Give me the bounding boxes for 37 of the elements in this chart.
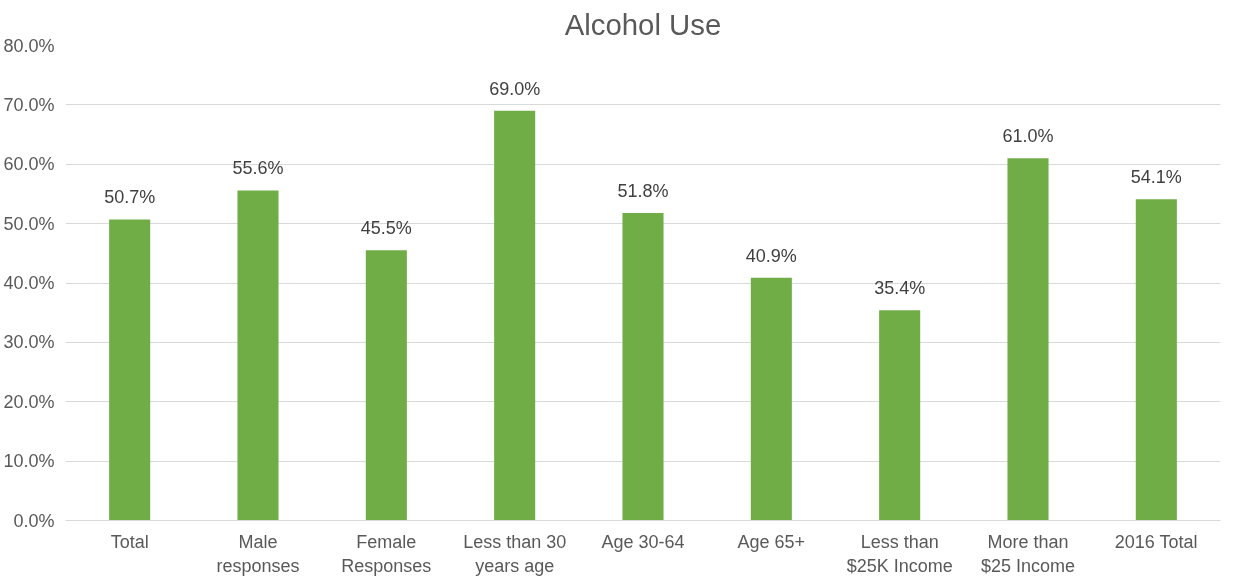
bar xyxy=(237,190,279,521)
x-tick-label: Total xyxy=(110,531,149,552)
bar xyxy=(1135,199,1177,521)
x-tick-label: Age 30-64 xyxy=(601,531,685,552)
data-label: 51.8% xyxy=(617,180,669,201)
data-label: 61.0% xyxy=(1002,126,1054,147)
data-label: 50.7% xyxy=(104,187,156,208)
data-label: 35.4% xyxy=(874,278,926,299)
bar xyxy=(365,250,407,521)
y-tick-label: 30.0% xyxy=(3,332,55,353)
bar xyxy=(622,212,664,521)
chart-title: Alcohol Use xyxy=(564,7,722,41)
bar xyxy=(1007,158,1049,521)
bar xyxy=(879,310,921,521)
x-tick-label: More than $25 Income xyxy=(980,531,1076,576)
y-tick-label: 20.0% xyxy=(3,391,55,412)
x-tick-label: Age 65+ xyxy=(737,531,806,552)
y-tick-label: 60.0% xyxy=(3,154,55,175)
x-tick-label: 2016 Total xyxy=(1114,531,1198,552)
bar xyxy=(109,219,151,521)
bar xyxy=(494,110,536,521)
data-label: 54.1% xyxy=(1130,167,1182,188)
y-tick-label: 50.0% xyxy=(3,213,55,234)
y-tick-label: 10.0% xyxy=(3,451,55,472)
x-tick-label: Less than $25K Income xyxy=(846,531,953,576)
bar xyxy=(750,277,792,521)
x-tick-label: Female Responses xyxy=(341,531,432,576)
y-tick-label: 40.0% xyxy=(3,273,55,293)
x-tick-label: Less than 30 years age xyxy=(463,531,567,576)
y-tick-label: 80.0% xyxy=(3,35,55,56)
y-tick-label: 70.0% xyxy=(3,94,55,115)
data-label: 55.6% xyxy=(232,158,284,179)
y-tick-label: 0.0% xyxy=(13,510,55,531)
data-label: 40.9% xyxy=(745,245,797,266)
x-tick-label: Male responses xyxy=(216,531,300,576)
data-label: 45.5% xyxy=(360,218,412,239)
data-label: 69.0% xyxy=(489,78,541,99)
